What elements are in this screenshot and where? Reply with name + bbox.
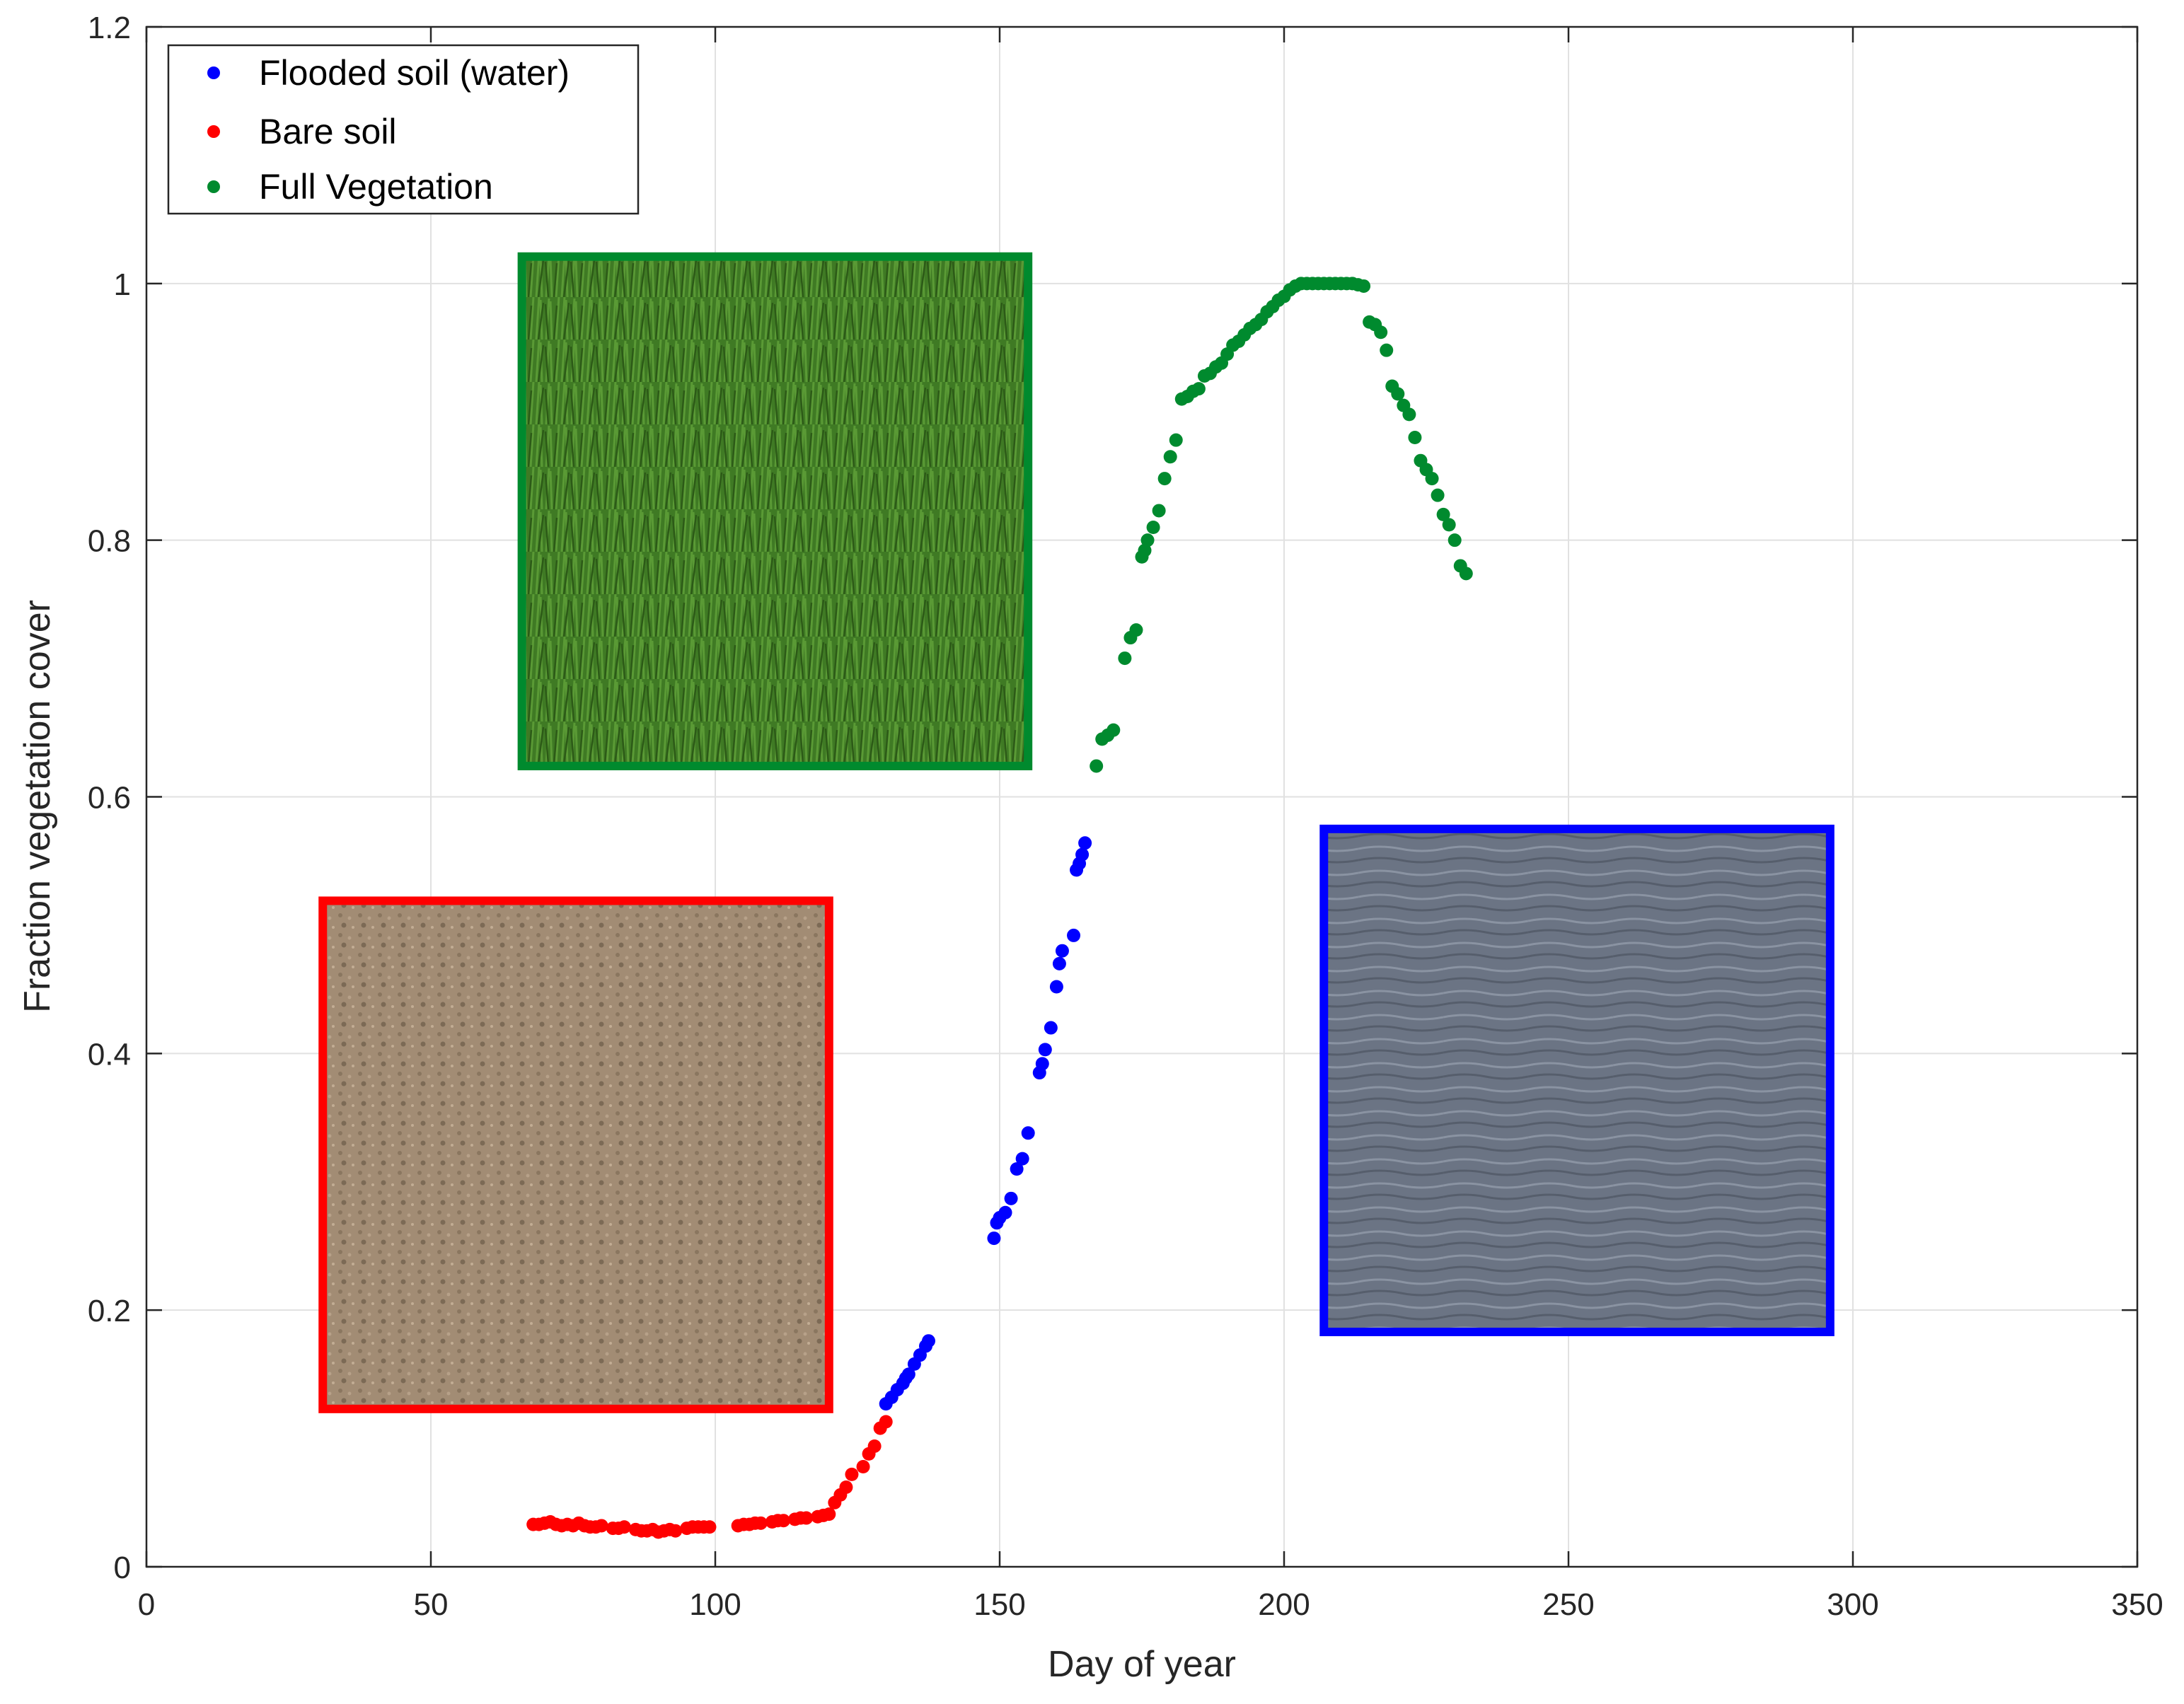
y-tick-label-0: 0 [114,1551,131,1585]
legend-entry-vegetation: Full Vegetation [207,167,493,207]
point-s1-28 [703,1520,717,1534]
point-s0-28 [1075,847,1090,862]
point-s2-6 [1129,623,1143,637]
point-s2-60 [1431,488,1445,502]
point-s2-10 [1146,521,1160,535]
point-s2-50 [1374,325,1388,340]
x-tick-label-5: 250 [1542,1587,1594,1622]
point-s1-36 [776,1514,790,1528]
point-s1-12 [594,1519,608,1533]
point-s2-56 [1408,431,1422,445]
point-s0-15 [1010,1162,1024,1176]
point-s1-15 [617,1520,631,1534]
y-tick-label-4: 0.8 [88,524,131,559]
inset-photo-0 [517,252,1033,770]
point-s0-13 [998,1205,1012,1219]
point-s2-51 [1380,343,1394,357]
point-s2-18 [1191,382,1206,396]
legend-marker-flooded [207,66,220,79]
legend-marker-bare [207,125,220,138]
point-s0-5 [901,1367,915,1381]
point-s1-39 [799,1511,814,1525]
point-s2-11 [1152,504,1166,518]
point-s2-65 [1459,567,1473,581]
point-s1-47 [856,1459,870,1473]
point-s0-9 [922,1334,935,1348]
point-s2-4 [1118,651,1132,666]
series-0 [879,836,1092,1411]
x-axis-title: Day of year [1048,1644,1236,1685]
point-s2-62 [1442,518,1456,532]
inset-photo-2 [1319,824,1835,1337]
point-s2-13 [1163,450,1177,464]
inset-photo-1 [318,896,833,1413]
legend-marker-vegetation [207,180,220,193]
legend-box [167,44,640,215]
x-tick-label-3: 150 [973,1587,1025,1622]
point-s2-0 [1090,759,1104,773]
point-s0-25 [1067,928,1081,942]
point-s2-14 [1169,433,1183,447]
axes: 0 50 100 150 200 250 300 350 0 0.2 0.4 0.6 0.8 1 1.2 [88,11,2163,1622]
point-s0-29 [1078,836,1092,850]
point-s0-24 [1055,944,1069,958]
data-points [526,277,1473,1539]
series-1 [526,1415,893,1539]
point-s1-49 [867,1439,882,1453]
point-s2-3 [1107,723,1121,737]
point-s1-51 [879,1415,893,1429]
point-s2-61 [1436,507,1450,521]
point-s1-23 [669,1524,683,1538]
y-axis-title: Fraction vegetation cover [17,600,58,1013]
legend: Flooded soil (water) Bare soil Full Vege… [167,44,640,215]
point-s2-53 [1391,387,1405,401]
point-s2-59 [1425,472,1439,486]
legend-label-vegetation: Full Vegetation [259,167,493,207]
legend-label-flooded: Flooded soil (water) [259,53,570,93]
point-s0-22 [1049,980,1063,994]
point-s0-16 [1015,1152,1029,1166]
point-s1-42 [822,1507,836,1522]
point-s2-63 [1448,533,1462,547]
x-tick-label-6: 300 [1827,1587,1878,1622]
x-tick-label-1: 50 [414,1587,449,1622]
point-s2-9 [1140,533,1155,547]
point-s0-23 [1052,956,1066,970]
legend-entry-bare: Bare soil [207,112,397,151]
y-tick-label-1: 0.2 [88,1294,131,1328]
point-s0-17 [1021,1126,1035,1140]
point-s1-33 [753,1516,768,1530]
x-tick-label-0: 0 [138,1587,155,1622]
y-tick-label-6: 1.2 [88,11,131,45]
point-s2-55 [1402,407,1416,422]
point-s0-19 [1035,1057,1049,1071]
y-tick-label-5: 1 [114,267,131,302]
point-s2-47 [1357,279,1371,293]
point-s0-14 [1004,1191,1018,1205]
point-s0-21 [1044,1021,1058,1035]
point-s0-20 [1038,1043,1052,1057]
legend-label-bare: Bare soil [259,112,397,151]
series-2 [1090,277,1473,773]
x-tick-label-4: 200 [1258,1587,1310,1622]
point-s0-10 [987,1231,1001,1246]
x-tick-label-2: 100 [689,1587,741,1622]
legend-entry-flooded: Flooded soil (water) [207,53,570,93]
point-s1-45 [839,1480,853,1495]
y-tick-label-2: 0.4 [88,1037,131,1072]
x-tick-label-7: 350 [2111,1587,2163,1622]
point-s1-46 [845,1467,859,1481]
point-s2-12 [1157,472,1172,486]
photo-insets [318,252,1835,1413]
y-tick-label-3: 0.6 [88,781,131,816]
point-s2-8 [1138,543,1152,557]
